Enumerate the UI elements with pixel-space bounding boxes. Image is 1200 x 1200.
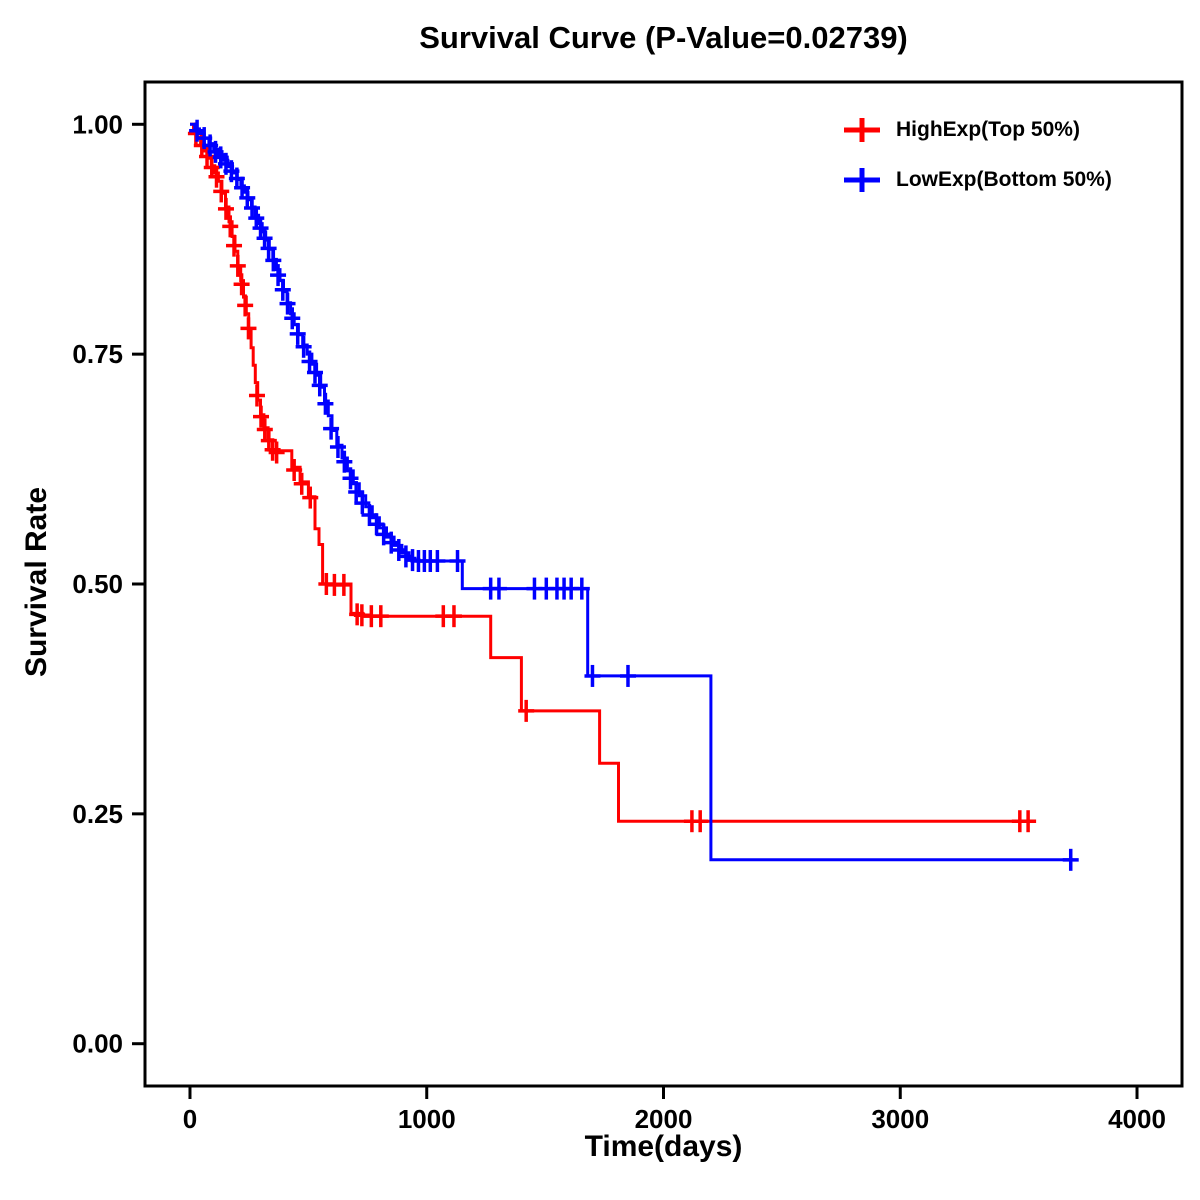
legend-label-highexp: HighExp(Top 50%) [896,118,1080,141]
x-tick-label: 0 [183,1104,197,1134]
y-axis-title: Survival Rate [20,486,53,678]
y-tick-label: 1.00 [72,109,123,139]
y-tick-label: 0.75 [72,339,123,369]
legend-label-lowexp: LowExp(Bottom 50%) [896,168,1112,191]
highexp-curve [190,122,1033,823]
lowexp-curve [190,122,1074,862]
plus-marker-icon [844,168,880,192]
y-tick-label: 0.25 [72,799,123,829]
x-tick-label: 2000 [635,1104,693,1134]
legend-item-highexp: HighExp(Top 50%) [842,116,1112,144]
chart-title: Survival Curve (P-Value=0.02739) [419,20,908,55]
x-axis-title: Time(days) [584,1130,743,1163]
plus-marker-icon [844,118,880,142]
x-tick-label: 3000 [871,1104,929,1134]
plot-border [143,80,1184,1088]
x-tick-label: 4000 [1108,1104,1166,1134]
x-tick-label: 1000 [398,1104,456,1134]
y-tick-label: 0.50 [72,569,123,599]
y-tick-label: 0.00 [72,1029,123,1059]
legend-item-lowexp: LowExp(Bottom 50%) [842,166,1112,194]
legend: HighExp(Top 50%) LowExp(Bottom 50%) [842,116,1112,194]
